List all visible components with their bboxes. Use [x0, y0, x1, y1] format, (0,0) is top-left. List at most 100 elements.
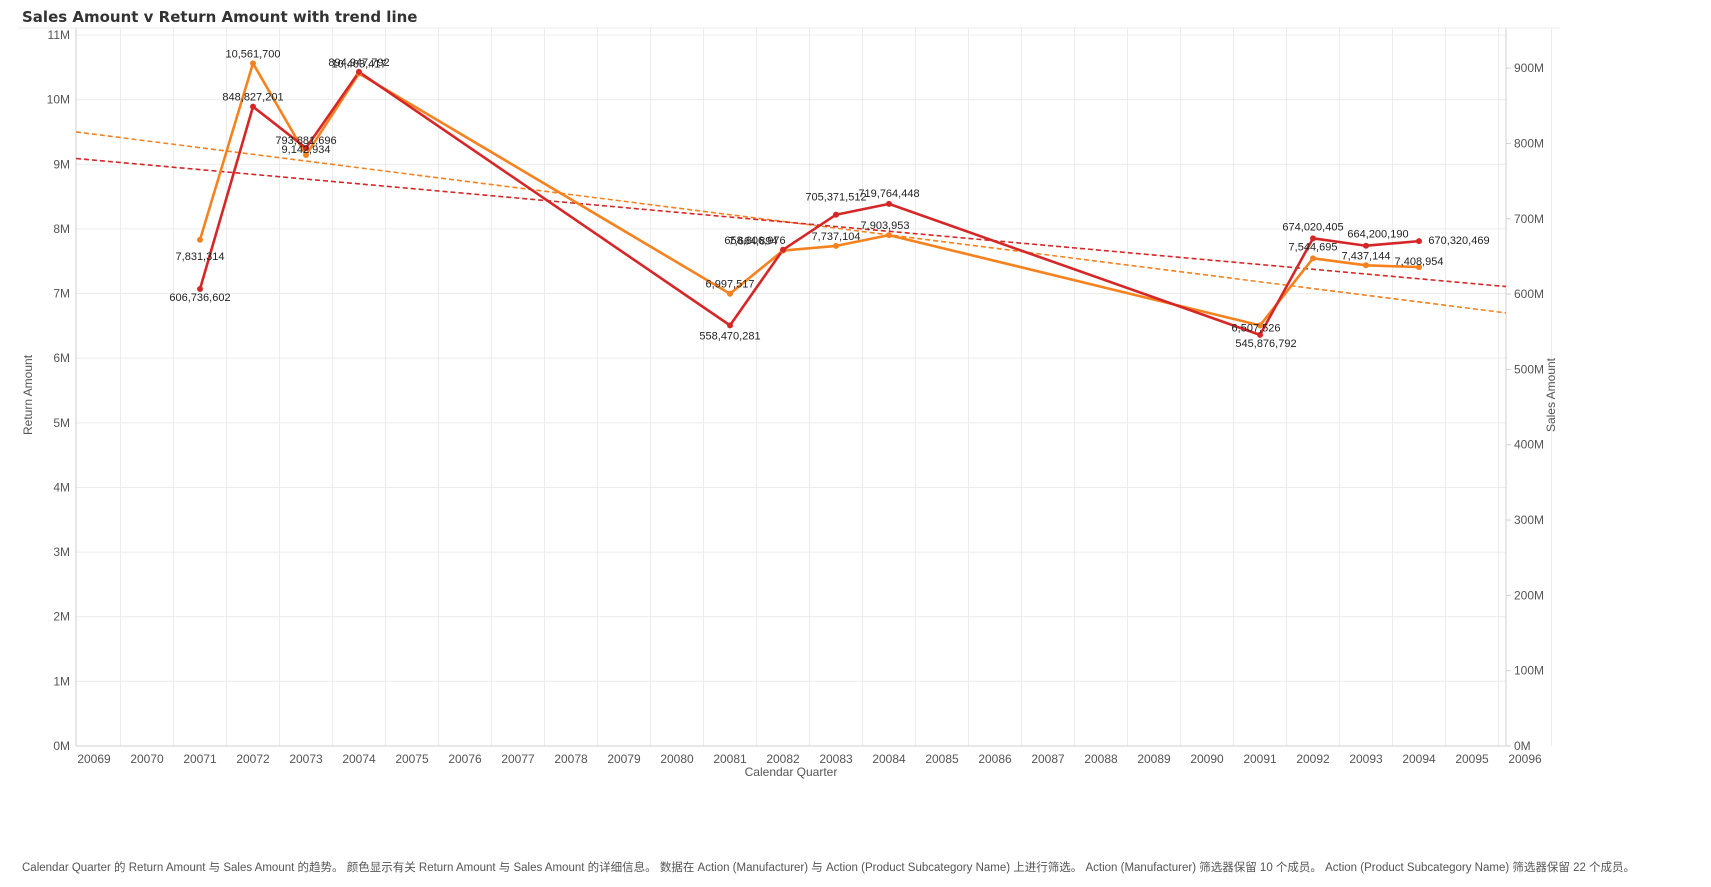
y-right-tick-label: 100M — [1514, 664, 1544, 678]
return-amount-data-label: 10,403,417 — [331, 59, 386, 71]
return-amount-data-label: 7,831,314 — [176, 251, 225, 263]
x-tick-label: 20071 — [183, 752, 217, 766]
return-amount-data-label: 7,408,954 — [1395, 256, 1444, 268]
x-tick-label: 20091 — [1243, 752, 1277, 766]
sales-amount-data-label: 848,827,201 — [222, 92, 283, 104]
y-left-tick-label: 11M — [48, 28, 70, 42]
y-left-tick-label: 2M — [53, 610, 70, 624]
x-tick-label: 20072 — [236, 752, 270, 766]
return-amount-point — [303, 152, 309, 159]
return-amount-trend-line — [75, 131, 1507, 314]
x-tick-label: 20095 — [1455, 752, 1489, 766]
x-tick-label: 20084 — [872, 752, 906, 766]
sales-amount-point — [1416, 238, 1422, 245]
y-right-tick-label: 600M — [1514, 287, 1544, 301]
sales-amount-point — [780, 246, 786, 253]
y-left-tick-label: 6M — [53, 351, 70, 365]
chart-title: Sales Amount v Return Amount with trend … — [22, 8, 418, 26]
x-tick-label: 20076 — [448, 752, 482, 766]
return-amount-point — [197, 236, 203, 243]
x-tick-label: 20094 — [1402, 752, 1436, 766]
y-left-tick-label: 0M — [53, 739, 70, 753]
x-tick-label: 20088 — [1084, 752, 1118, 766]
return-amount-point — [1310, 255, 1316, 262]
x-tick-label: 20089 — [1137, 752, 1171, 766]
return-amount-point — [1363, 262, 1369, 269]
y-right-tick-label: 200M — [1514, 588, 1544, 602]
sales-amount-point — [1257, 331, 1263, 338]
sales-amount-data-label: 894,947,792 — [328, 57, 389, 69]
return-amount-data-label: 9,142,934 — [282, 144, 331, 156]
return-amount-data-label: 7,664,894 — [729, 236, 778, 248]
sales-amount-point — [1363, 242, 1369, 249]
x-tick-label: 20069 — [77, 752, 111, 766]
axes: 20069 20070 20071 20072 20073 20074 20075 20076… — [18, 27, 1560, 779]
chart-caption: Calendar Quarter 的 Return Amount 与 Sales… — [22, 862, 1636, 874]
x-tick-label: 20082 — [766, 752, 800, 766]
sales-amount-data-label: 705,371,512 — [805, 192, 866, 204]
return-amount-point — [1416, 264, 1422, 271]
y-left-tick-label: 8M — [53, 222, 70, 236]
sales-amount-data-label: 558,470,281 — [699, 330, 760, 342]
sales-amount-point — [727, 322, 733, 329]
sales-amount-point — [356, 68, 362, 75]
y-right-tick-label: 700M — [1514, 212, 1544, 226]
sales-amount-point — [303, 145, 309, 152]
return-amount-data-label: 10,561,700 — [225, 48, 280, 60]
return-amount-data-label: 7,737,104 — [812, 231, 861, 243]
y-right-tick-label: 300M — [1514, 513, 1544, 527]
y-right-tick-label: 0M — [1514, 739, 1531, 753]
y-left-tick-label: 10M — [47, 93, 70, 107]
sales-amount-trend-line — [75, 157, 1507, 288]
x-tick-label: 20081 — [713, 752, 747, 766]
y-left-tick-label: 1M — [53, 674, 70, 688]
sales-amount-point — [1310, 235, 1316, 242]
x-tick-label: 20085 — [925, 752, 959, 766]
y-right-tick-label: 400M — [1514, 438, 1544, 452]
sales-amount-data-label: 545,876,792 — [1235, 338, 1296, 350]
sales-amount-data-label: 719,764,448 — [858, 188, 919, 200]
sales-amount-line — [198, 70, 1420, 337]
x-tick-label: 20083 — [819, 752, 853, 766]
sales-amount-data-label: 606,736,602 — [169, 292, 230, 304]
return-amount-data-label: 6,507,526 — [1232, 322, 1281, 334]
y-right-tick-label: 500M — [1514, 362, 1544, 376]
y-left-tick-label: 9M — [53, 157, 70, 171]
x-tick-label: 20096 — [1508, 752, 1542, 766]
x-tick-label: 20070 — [130, 752, 164, 766]
sales-amount-point — [833, 211, 839, 218]
y-left-axis-title: Return Amount — [21, 354, 35, 435]
sales-amount-point — [250, 103, 256, 110]
y-right-axis-title: Sales Amount — [1544, 357, 1558, 432]
y-right-tick-label: 900M — [1514, 61, 1544, 75]
x-tick-label: 20086 — [978, 752, 1012, 766]
x-axis-title: Calendar Quarter — [745, 765, 838, 779]
sales-amount-data-label: 793,881,696 — [275, 135, 336, 147]
x-tick-label: 20079 — [607, 752, 641, 766]
return-amount-data-label: 7,437,144 — [1342, 250, 1391, 262]
x-tick-label: 20093 — [1349, 752, 1383, 766]
x-tick-label: 20073 — [289, 752, 323, 766]
sales-amount-data-label: 670,320,469 — [1428, 235, 1489, 247]
trend-lines — [75, 131, 1507, 314]
sales-amount-data-label: 658,806,976 — [724, 235, 785, 247]
sales-amount-point — [886, 200, 892, 207]
data-labels: 7,831,314 10,561,700 9,142,934 10,403,417 6,… — [169, 48, 1489, 350]
series-lines — [198, 62, 1420, 337]
y-left-tick-label: 4M — [53, 480, 70, 494]
sales-amount-data-label: 664,200,190 — [1347, 229, 1408, 241]
x-tick-label: 20078 — [554, 752, 588, 766]
return-amount-point — [886, 232, 892, 239]
sales-amount-point — [197, 286, 203, 293]
sales-amount-data-label: 674,020,405 — [1282, 221, 1343, 233]
return-amount-data-label: 7,544,695 — [1289, 241, 1338, 253]
series-points — [197, 60, 1422, 338]
y-left-tick-label: 3M — [53, 545, 70, 559]
y-right-tick-label: 800M — [1514, 136, 1544, 150]
return-amount-point — [250, 60, 256, 67]
x-tick-label: 20090 — [1190, 752, 1224, 766]
x-tick-label: 20074 — [342, 752, 376, 766]
x-tick-label: 20077 — [501, 752, 535, 766]
x-tick-label: 20075 — [395, 752, 429, 766]
